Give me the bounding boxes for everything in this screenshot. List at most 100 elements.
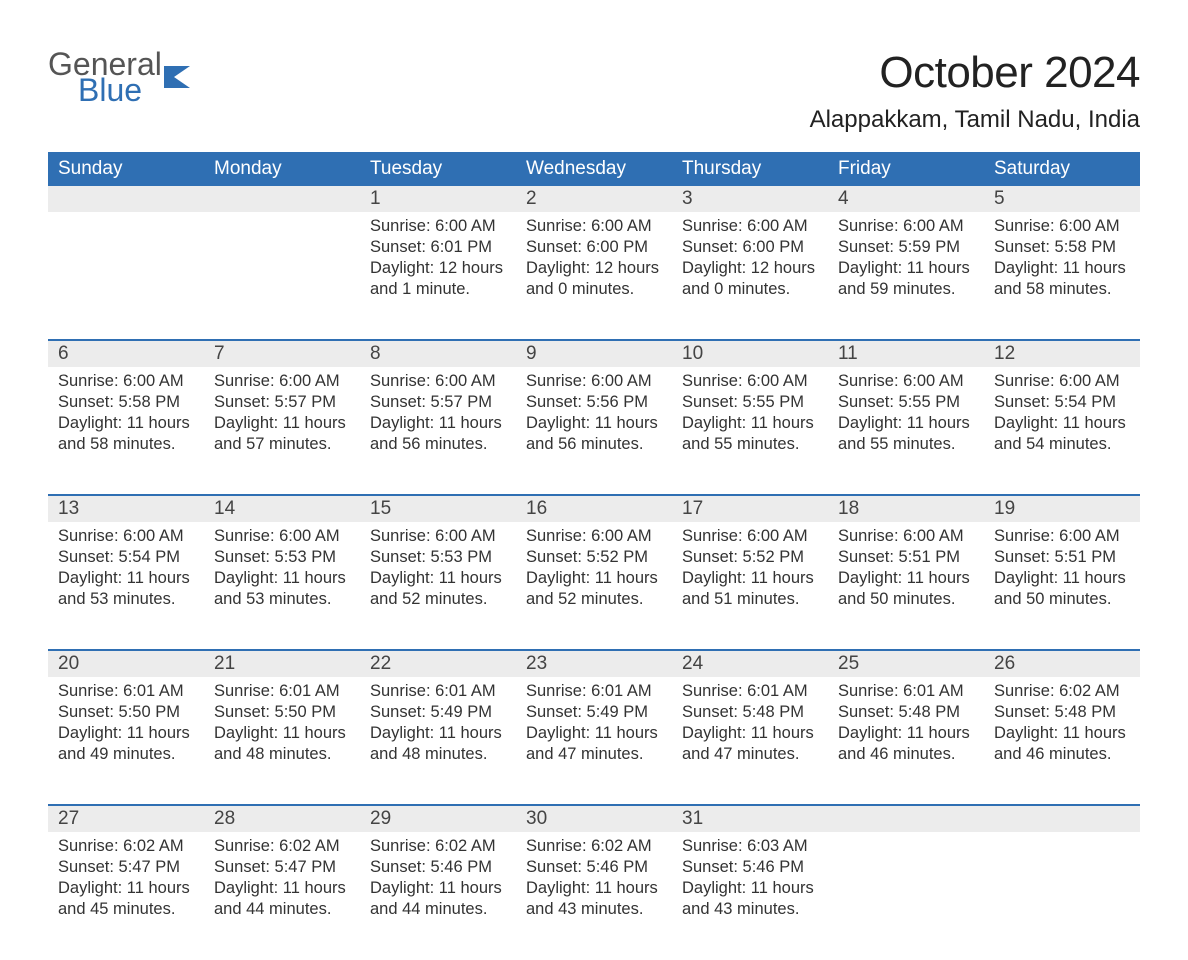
calendar-body: 12345Sunrise: 6:00 AMSunset: 6:01 PMDayl… [48, 186, 1140, 960]
day-number-cell: 13 [48, 495, 204, 522]
sunset-line: Sunset: 5:49 PM [370, 702, 506, 723]
sunset-line: Sunset: 6:01 PM [370, 237, 506, 258]
sunset-line: Sunset: 5:49 PM [526, 702, 662, 723]
sunrise-line: Sunrise: 6:01 AM [214, 681, 350, 702]
day-number-cell: 2 [516, 186, 672, 212]
day-number-cell: 8 [360, 340, 516, 367]
day-number-cell: 26 [984, 650, 1140, 677]
day-number: 31 [682, 808, 703, 829]
day-cell: Sunrise: 6:02 AMSunset: 5:47 PMDaylight:… [204, 832, 360, 960]
day-number-cell: 9 [516, 340, 672, 367]
sunrise-line: Sunrise: 6:00 AM [526, 526, 662, 547]
sunrise-line: Sunrise: 6:00 AM [838, 526, 974, 547]
daylight-line: Daylight: 11 hours and 44 minutes. [370, 878, 506, 920]
day-number-cell: 19 [984, 495, 1140, 522]
daylight-line: Daylight: 12 hours and 1 minute. [370, 258, 506, 300]
day-cell: Sunrise: 6:01 AMSunset: 5:50 PMDaylight:… [48, 677, 204, 805]
daynum-row: 12345 [48, 186, 1140, 212]
day-cell: Sunrise: 6:00 AMSunset: 5:58 PMDaylight:… [48, 367, 204, 495]
day-number: 5 [994, 188, 1005, 209]
daylight-line: Daylight: 11 hours and 47 minutes. [682, 723, 818, 765]
day-cell [204, 212, 360, 340]
daylight-line: Daylight: 11 hours and 47 minutes. [526, 723, 662, 765]
sunrise-line: Sunrise: 6:00 AM [58, 526, 194, 547]
day-number-cell: 3 [672, 186, 828, 212]
day-number-cell: 1 [360, 186, 516, 212]
daylight-line: Daylight: 11 hours and 54 minutes. [994, 413, 1130, 455]
sunset-line: Sunset: 5:47 PM [214, 857, 350, 878]
day-cell: Sunrise: 6:00 AMSunset: 5:52 PMDaylight:… [672, 522, 828, 650]
sunset-line: Sunset: 5:50 PM [214, 702, 350, 723]
day-number: 15 [370, 498, 391, 519]
sunrise-line: Sunrise: 6:02 AM [58, 836, 194, 857]
daylight-line: Daylight: 11 hours and 45 minutes. [58, 878, 194, 920]
day-cell: Sunrise: 6:00 AMSunset: 5:58 PMDaylight:… [984, 212, 1140, 340]
sunrise-line: Sunrise: 6:00 AM [214, 371, 350, 392]
daylight-line: Daylight: 11 hours and 52 minutes. [526, 568, 662, 610]
daylight-line: Daylight: 11 hours and 50 minutes. [838, 568, 974, 610]
daylight-line: Daylight: 11 hours and 46 minutes. [838, 723, 974, 765]
day-cell: Sunrise: 6:00 AMSunset: 6:01 PMDaylight:… [360, 212, 516, 340]
sunrise-line: Sunrise: 6:00 AM [370, 371, 506, 392]
day-number-cell: 10 [672, 340, 828, 367]
day-number-cell [984, 805, 1140, 832]
daylight-line: Daylight: 11 hours and 53 minutes. [58, 568, 194, 610]
daynum-row: 20212223242526 [48, 650, 1140, 677]
day-header-row: Sunday Monday Tuesday Wednesday Thursday… [48, 152, 1140, 186]
daylight-line: Daylight: 11 hours and 56 minutes. [370, 413, 506, 455]
daylight-line: Daylight: 11 hours and 55 minutes. [838, 413, 974, 455]
sunrise-line: Sunrise: 6:00 AM [994, 216, 1130, 237]
sunset-line: Sunset: 5:58 PM [994, 237, 1130, 258]
week-row: Sunrise: 6:00 AM Sunset: 6:01 PMDaylight:… [48, 212, 1140, 340]
day-number: 24 [682, 653, 703, 674]
location-subtitle: Alappakkam, Tamil Nadu, India [810, 106, 1140, 134]
sunrise-line: Sunrise: 6:00 AM [526, 216, 662, 237]
day-cell: Sunrise: 6:00 AMSunset: 6:00 PMDaylight:… [516, 212, 672, 340]
logo-text-block: General Blue [48, 48, 162, 106]
sunrise-line: Sunrise: 6:00 AM [838, 216, 974, 237]
day-number-cell [48, 186, 204, 212]
day-number: 14 [214, 498, 235, 519]
sunset-line: Sunset: 5:50 PM [58, 702, 194, 723]
day-number: 9 [526, 343, 537, 364]
sunrise-line: Sunrise: 6:02 AM [370, 836, 506, 857]
sunset-line: Sunset: 5:54 PM [994, 392, 1130, 413]
daylight-line: Daylight: 11 hours and 53 minutes. [214, 568, 350, 610]
day-header: Wednesday [516, 152, 672, 186]
day-number-cell: 24 [672, 650, 828, 677]
day-number-cell: 18 [828, 495, 984, 522]
sunset-line: Sunset: 5:57 PM [370, 392, 506, 413]
sunset-line: Sunset: 5:53 PM [370, 547, 506, 568]
day-cell: Sunrise: 6:02 AMSunset: 5:48 PMDaylight:… [984, 677, 1140, 805]
day-header: Thursday [672, 152, 828, 186]
day-cell: Sunrise: 6:00 AMSunset: 5:52 PMDaylight:… [516, 522, 672, 650]
day-number: 19 [994, 498, 1015, 519]
day-cell: Sunrise: 6:00 AMSunset: 5:53 PMDaylight:… [360, 522, 516, 650]
flag-icon [164, 66, 190, 88]
sunrise-line: Sunrise: 6:00 AM [682, 216, 818, 237]
sunrise-line: Sunrise: 6:01 AM [682, 681, 818, 702]
day-header: Monday [204, 152, 360, 186]
day-number-cell: 29 [360, 805, 516, 832]
day-number-cell [204, 186, 360, 212]
day-number-cell [828, 805, 984, 832]
day-cell: Sunrise: 6:00 AMSunset: 5:55 PMDaylight:… [828, 367, 984, 495]
day-number: 2 [526, 188, 537, 209]
day-number: 21 [214, 653, 235, 674]
day-cell: Sunrise: 6:01 AMSunset: 5:49 PMDaylight:… [516, 677, 672, 805]
day-number-cell: 11 [828, 340, 984, 367]
day-header: Friday [828, 152, 984, 186]
day-number-cell: 7 [204, 340, 360, 367]
day-cell: Sunrise: 6:00 AMSunset: 5:51 PMDaylight:… [828, 522, 984, 650]
sunset-line: Sunset: 5:48 PM [994, 702, 1130, 723]
day-number-cell: 30 [516, 805, 672, 832]
day-number: 27 [58, 808, 79, 829]
day-number-cell: 6 [48, 340, 204, 367]
day-header: Saturday [984, 152, 1140, 186]
sunrise-line: Sunrise: 6:02 AM [994, 681, 1130, 702]
sunrise-line: Sunrise: 6:00 AM [682, 526, 818, 547]
day-cell: Sunrise: 6:00 AMSunset: 6:00 PMDaylight:… [672, 212, 828, 340]
sunset-line: Sunset: 5:46 PM [682, 857, 818, 878]
day-cell [828, 832, 984, 960]
day-number: 6 [58, 343, 69, 364]
